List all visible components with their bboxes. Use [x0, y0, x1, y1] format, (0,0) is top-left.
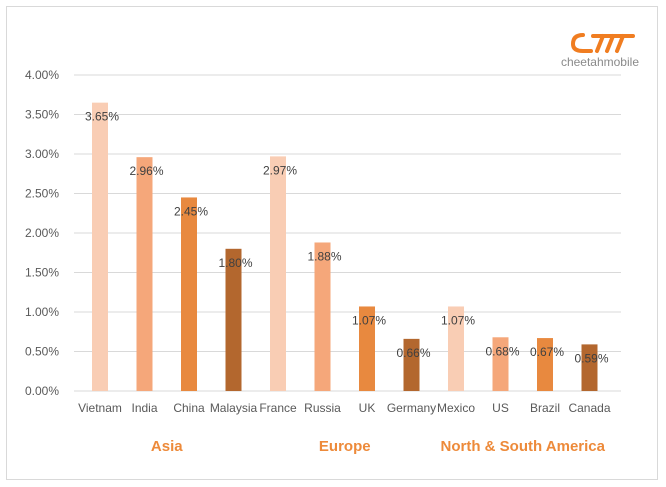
- category-label: US: [492, 401, 509, 415]
- y-tick-label: 0.50%: [25, 345, 59, 359]
- chart-frame: cheetahmobile 0.00% 0.50% 1.00% 1.50% 2.00% 2…: [6, 6, 658, 480]
- data-label: 2.96%: [129, 164, 163, 178]
- category-label: Germany: [387, 401, 436, 415]
- y-tick-label: 2.00%: [25, 226, 59, 240]
- bar-chart: cheetahmobile 0.00% 0.50% 1.00% 1.50% 2.00% 2…: [25, 33, 639, 455]
- data-label: 0.66%: [396, 346, 430, 360]
- bar-brazil: [537, 338, 553, 391]
- bar-india: [136, 157, 153, 391]
- bar-vietnam: [92, 102, 108, 392]
- data-label: 2.45%: [174, 204, 208, 218]
- data-label: 1.07%: [352, 313, 386, 327]
- data-label: 1.88%: [307, 249, 341, 263]
- bar-uk: [359, 306, 375, 391]
- logo-text: cheetahmobile: [561, 55, 639, 69]
- data-label: 0.59%: [574, 351, 608, 365]
- category-label: Mexico: [437, 401, 475, 415]
- cheetah-mobile-logo: cheetahmobile: [561, 33, 639, 69]
- bar-us: [492, 337, 509, 391]
- y-tick-label: 3.50%: [25, 108, 59, 122]
- data-label: 3.65%: [85, 110, 119, 124]
- data-label: 1.07%: [441, 313, 475, 327]
- category-label: China: [173, 401, 205, 415]
- y-tick-label: 4.00%: [25, 68, 59, 82]
- bar-canada: [581, 344, 598, 391]
- bar-russia: [314, 242, 331, 391]
- bar-france: [270, 156, 286, 391]
- y-tick-label: 3.00%: [25, 147, 59, 161]
- data-label: 1.80%: [218, 256, 252, 270]
- data-label: 0.68%: [485, 344, 519, 358]
- category-label: Malaysia: [210, 401, 258, 415]
- y-tick-label: 1.50%: [25, 266, 59, 280]
- bar-mexico: [448, 306, 464, 391]
- category-label: Russia: [304, 401, 341, 415]
- category-label: Vietnam: [78, 401, 122, 415]
- data-label: 0.67%: [530, 345, 564, 359]
- bar-germany: [403, 338, 420, 391]
- data-label: 2.97%: [263, 163, 297, 177]
- category-label: Canada: [568, 401, 610, 415]
- region-label: Asia: [151, 438, 183, 455]
- y-tick-label: 0.00%: [25, 384, 59, 398]
- y-tick-label: 2.50%: [25, 187, 59, 201]
- category-label: Brazil: [530, 401, 560, 415]
- region-label: North & South America: [441, 438, 606, 455]
- bar-malaysia: [225, 248, 242, 391]
- category-label: UK: [359, 401, 376, 415]
- y-tick-label: 1.00%: [25, 305, 59, 319]
- logo-mark-icon: [570, 33, 635, 53]
- region-label: Europe: [319, 438, 371, 455]
- category-label: France: [259, 401, 297, 415]
- category-label: India: [131, 401, 157, 415]
- bar-china: [181, 197, 197, 391]
